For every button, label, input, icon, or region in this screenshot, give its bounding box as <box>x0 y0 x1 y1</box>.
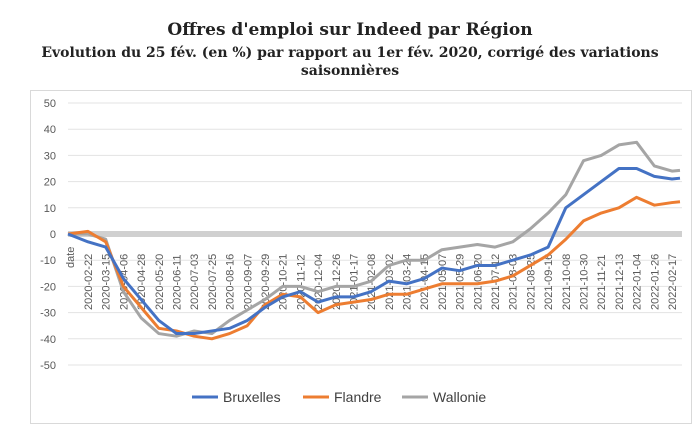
y-tick-label: 20 <box>44 177 56 189</box>
x-tick-label: 2022-02-17 <box>667 254 679 310</box>
chart-title: Offres d'emploi sur Indeed par Région <box>167 20 533 40</box>
x-tick-label: 2021-10-08 <box>561 254 573 310</box>
x-tick-label: 2020-09-07 <box>242 254 254 310</box>
series-line-wallonie <box>68 140 681 338</box>
y-tick-label: 10 <box>44 203 56 215</box>
y-tick-label: -50 <box>40 360 56 372</box>
x-tick-label: 2021-08-03 <box>508 254 520 310</box>
x-tick-label: 2020-12-04 <box>313 254 325 310</box>
x-tick-label: 2020-07-25 <box>207 254 219 310</box>
x-tick-label: 2022-01-26 <box>649 254 661 310</box>
x-tick-label: 2021-04-15 <box>419 254 431 310</box>
y-tick-label: 40 <box>44 124 56 136</box>
series-line-bruxelles <box>67 167 681 336</box>
x-tick-label: 2021-05-29 <box>455 254 467 310</box>
y-tick-label: -30 <box>40 308 56 320</box>
x-tick-label: 2021-03-24 <box>402 254 414 310</box>
y-tick-label: 50 <box>44 98 56 110</box>
x-tick-label: 2020-08-16 <box>225 254 237 310</box>
x-tick-label: 2020-07-03 <box>189 254 201 310</box>
y-tick-label: 0 <box>50 229 56 241</box>
chart-frame <box>30 90 692 424</box>
y-tick-label: -20 <box>40 281 56 293</box>
x-tick-label: 2021-05-07 <box>437 254 449 310</box>
x-tick-label: 2020-05-20 <box>154 254 166 310</box>
x-tick-label: 2020-03-15 <box>101 254 113 310</box>
x-tick-label: 2021-12-13 <box>614 254 626 310</box>
x-tick-label: 2020-10-21 <box>278 254 290 310</box>
y-tick-label: 30 <box>44 150 56 162</box>
x-tick-label: 2022-01-04 <box>632 254 644 310</box>
x-tick-label: 2020-12-26 <box>331 254 343 310</box>
chart-subtitle: Evolution du 25 fév. (en %) par rapport … <box>41 45 659 79</box>
x-tick-label: 2021-10-30 <box>579 254 591 310</box>
legend-label: Bruxelles <box>223 389 281 405</box>
x-axis-label: date <box>65 247 77 268</box>
legend-label: Wallonie <box>433 389 486 405</box>
y-tick-label: -40 <box>40 334 56 346</box>
y-tick-label: -10 <box>40 255 56 267</box>
legend-label: Flandre <box>334 389 382 405</box>
x-tick-label: 2021-09-16 <box>543 254 555 310</box>
x-tick-label: 2021-06-20 <box>472 254 484 310</box>
x-tick-label: 2020-02-22 <box>83 254 95 310</box>
x-tick-label: 2020-06-11 <box>171 255 183 310</box>
x-tick-label: 2021-11-21 <box>596 255 608 310</box>
